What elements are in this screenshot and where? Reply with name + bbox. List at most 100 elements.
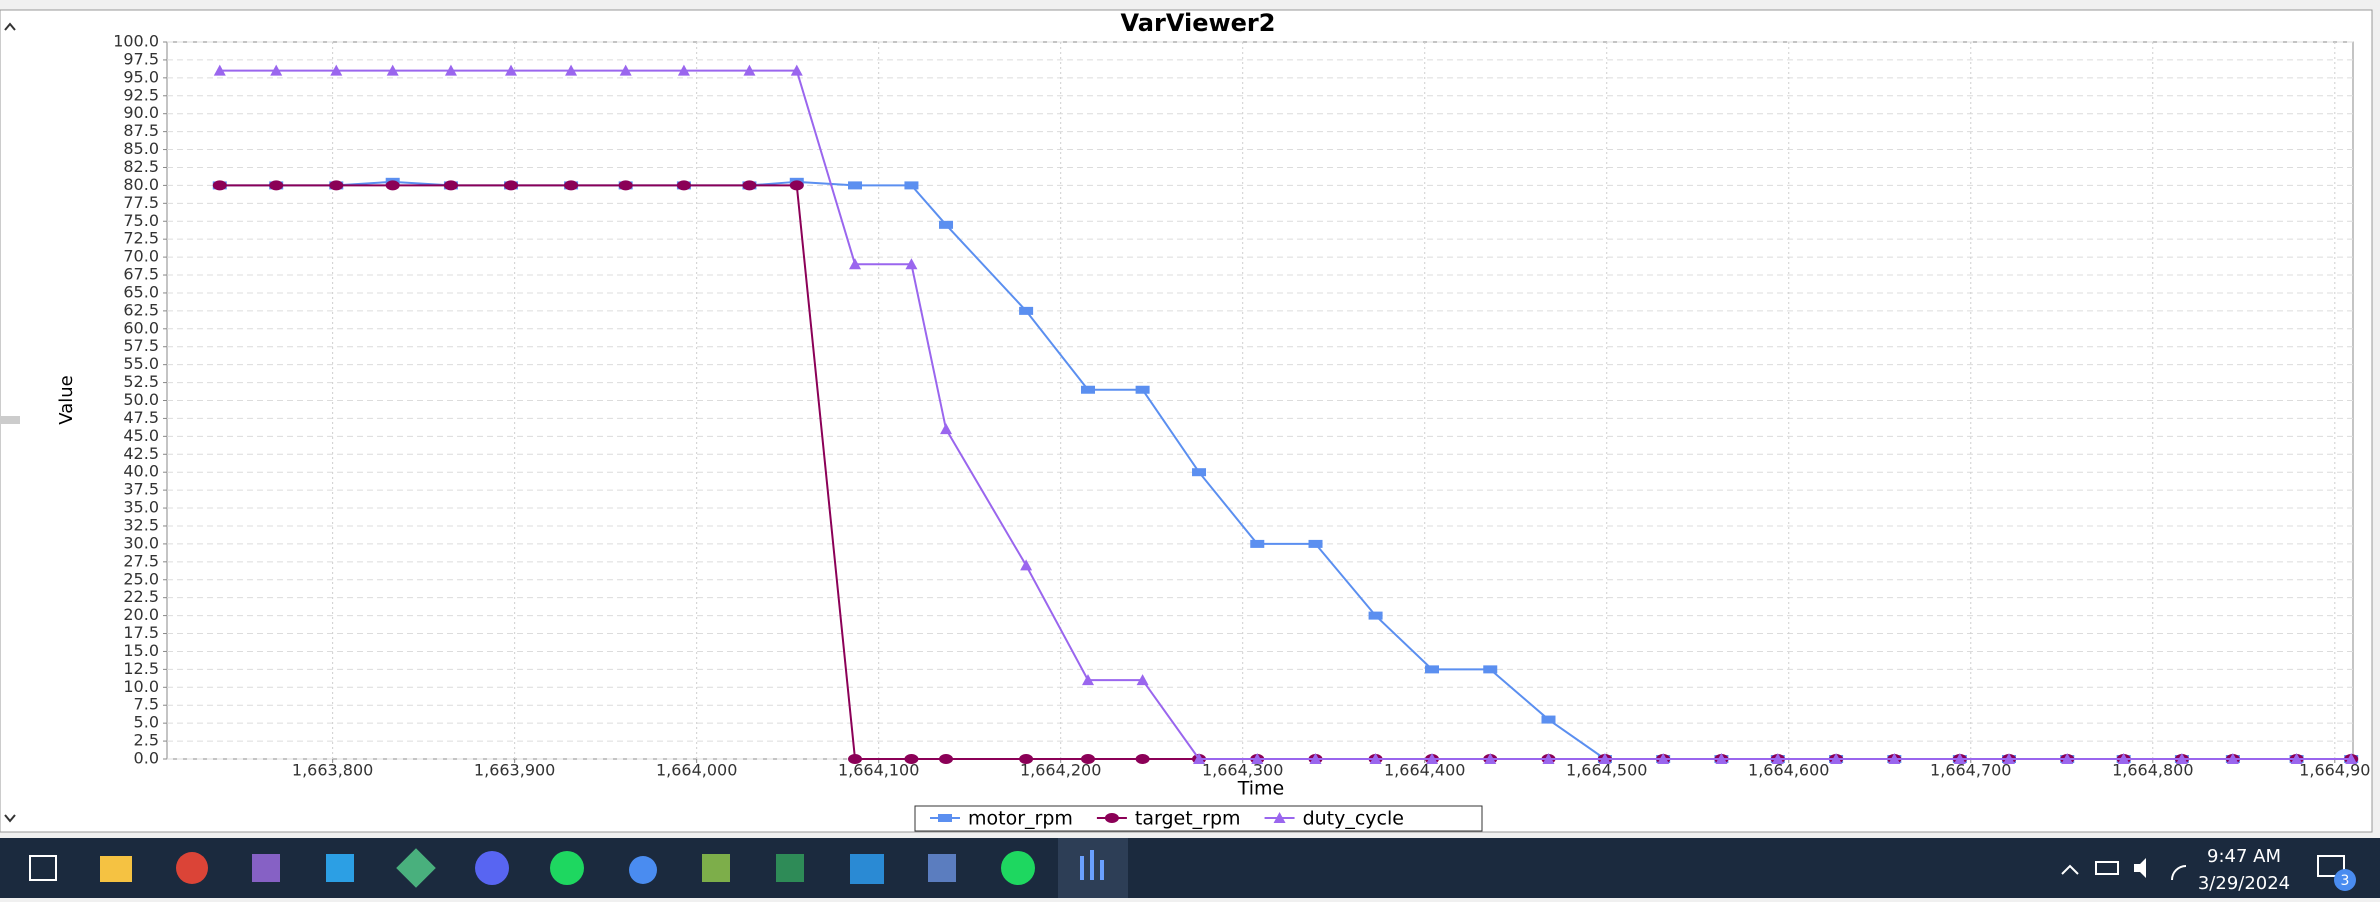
- point: [1080, 754, 1095, 764]
- y-tick-label: 25.0: [123, 569, 159, 588]
- y-tick-label: 0.0: [134, 749, 159, 768]
- point: [269, 180, 284, 191]
- point: [1020, 559, 1033, 571]
- series-line: [219, 69, 2352, 760]
- app-icon[interactable]: [475, 851, 509, 885]
- point: [2061, 753, 2074, 764]
- point: [1193, 753, 1206, 764]
- y-tick-label: 65.0: [123, 282, 159, 301]
- point: [1715, 753, 1728, 764]
- point: [742, 180, 757, 191]
- legend-marker: [1104, 813, 1119, 823]
- y-tick-label: 87.5: [123, 121, 159, 140]
- point: [1657, 753, 1670, 764]
- point: [504, 180, 519, 191]
- point: [1308, 539, 1323, 548]
- point: [1251, 753, 1264, 764]
- point: [443, 180, 458, 191]
- y-tick-label: 20.0: [123, 605, 159, 624]
- x-tick-label: 1,664,90: [2299, 761, 2370, 780]
- app-icon[interactable]: [629, 856, 657, 884]
- y-tick-label: 27.5: [123, 551, 159, 570]
- y-tick-label: 57.5: [123, 336, 159, 355]
- tray-chevron[interactable]: [2061, 864, 2079, 875]
- notification-badge: [2334, 869, 2356, 891]
- app-icon[interactable]: [396, 848, 436, 888]
- x-tick-label: 1,664,800: [2112, 761, 2193, 780]
- point: [1598, 753, 1611, 764]
- point: [1953, 753, 1966, 764]
- point: [1368, 611, 1383, 620]
- point: [848, 754, 863, 764]
- app-icon[interactable]: [176, 852, 208, 884]
- point: [849, 258, 862, 270]
- y-tick-label: 40.0: [123, 462, 159, 481]
- point: [1541, 715, 1556, 724]
- app-icon[interactable]: [326, 854, 354, 882]
- chart-title: VarViewer2: [1121, 9, 1276, 37]
- y-tick-label: 77.5: [123, 193, 159, 212]
- notification-icon[interactable]: [2317, 855, 2345, 877]
- volume-icon[interactable]: [2134, 858, 2146, 878]
- x-tick-label: 1,664,500: [1566, 761, 1647, 780]
- y-tick-label: 82.5: [123, 157, 159, 176]
- app-icon[interactable]: [776, 854, 804, 882]
- point: [789, 180, 804, 191]
- legend: [914, 805, 1483, 832]
- point: [904, 181, 919, 190]
- task-view[interactable]: [29, 855, 57, 881]
- app-icon[interactable]: [850, 854, 884, 884]
- point: [904, 754, 919, 764]
- legend-label: motor_rpm: [968, 808, 1073, 830]
- legend-marker: [938, 814, 952, 822]
- y-tick-label: 90.0: [123, 103, 159, 122]
- app-icon[interactable]: [702, 854, 730, 882]
- point: [1830, 753, 1843, 764]
- point: [618, 180, 633, 191]
- y-tick-label: 7.5: [134, 695, 159, 714]
- y-tick-label: 60.0: [123, 318, 159, 337]
- x-tick-label: 1,664,700: [1930, 761, 2011, 780]
- legend-marker: [1273, 812, 1286, 823]
- y-axis-label: Value: [56, 375, 77, 424]
- point: [940, 423, 953, 435]
- scroll-thumb[interactable]: [0, 416, 20, 424]
- point: [939, 754, 954, 764]
- point: [213, 64, 226, 76]
- clock-date: 3/29/2024: [2198, 873, 2290, 894]
- point: [677, 64, 690, 76]
- app-icon[interactable]: [550, 851, 584, 885]
- app-icon[interactable]: [252, 854, 280, 882]
- point: [565, 64, 578, 76]
- point: [619, 64, 632, 76]
- scroll-down[interactable]: [4, 814, 16, 823]
- point: [1771, 753, 1784, 764]
- point: [939, 220, 954, 229]
- y-tick-label: 67.5: [123, 265, 159, 284]
- point: [2345, 753, 2358, 764]
- y-tick-label: 97.5: [123, 49, 159, 68]
- point: [1019, 306, 1034, 315]
- y-tick-label: 35.0: [123, 498, 159, 517]
- app-icon: [1100, 860, 1104, 880]
- point: [2226, 753, 2239, 764]
- point: [1135, 754, 1150, 764]
- x-tick-label: 1,664,600: [1748, 761, 1829, 780]
- x-tick-label: 1,663,800: [292, 761, 373, 780]
- y-tick-label: 55.0: [123, 354, 159, 373]
- y-tick-label: 10.0: [123, 677, 159, 696]
- y-tick-label: 72.5: [123, 229, 159, 248]
- scroll-up[interactable]: [4, 22, 16, 31]
- battery-icon[interactable]: [2095, 861, 2119, 875]
- point: [1081, 674, 1094, 686]
- y-tick-label: 100.0: [113, 32, 159, 51]
- y-tick-label: 80.0: [123, 175, 159, 194]
- app-icon[interactable]: [1001, 851, 1035, 885]
- point: [743, 64, 756, 76]
- app-icon[interactable]: [928, 854, 956, 882]
- gridlines: [167, 41, 2353, 760]
- wifi-icon[interactable]: [2171, 865, 2187, 881]
- x-axis-label: Time: [1237, 778, 1285, 800]
- app-icon[interactable]: [100, 856, 132, 882]
